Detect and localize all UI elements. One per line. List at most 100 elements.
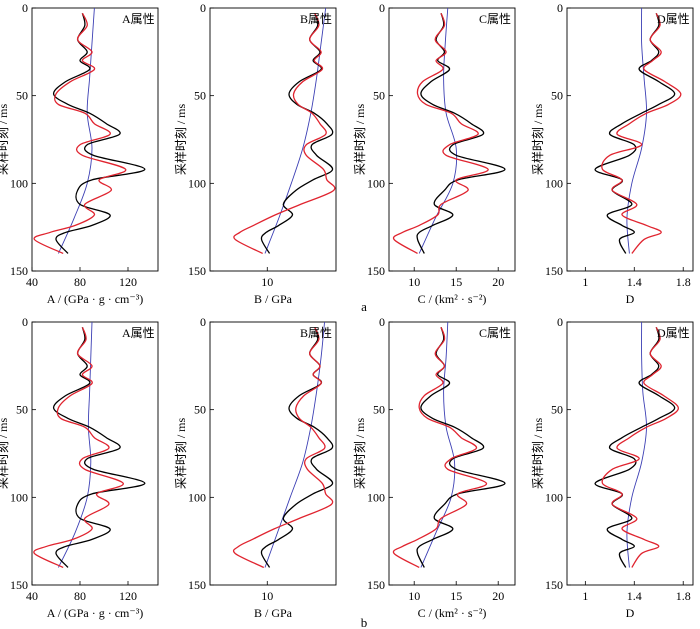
y-tick-label: 50 — [16, 89, 28, 103]
y-axis-label: 采样时刻 / ms — [352, 418, 367, 490]
y-tick-label: 150 — [545, 264, 563, 278]
panel-title: D属性 — [657, 12, 690, 26]
series-black-line — [260, 327, 334, 568]
y-axis-label: 采样时刻 / ms — [0, 418, 10, 490]
series-blue-line — [626, 8, 648, 254]
x-tick-label: 1 — [582, 589, 588, 603]
x-axis-label: B / GPa — [254, 606, 293, 620]
x-axis-label: A / (GPa · g · cm⁻³) — [47, 292, 144, 306]
series-black-line — [594, 13, 676, 254]
panel-title: B属性 — [300, 326, 332, 340]
series-red-line — [33, 12, 127, 255]
x-tick-label: 20 — [492, 275, 504, 289]
y-tick-label: 0 — [22, 1, 28, 15]
plot-frame — [31, 7, 159, 272]
x-tick-label: 10 — [261, 589, 273, 603]
panel-a-4: 0 50 100 150 1 1.4 1.8 D属性 D 采样时刻 / ms — [530, 1, 694, 306]
y-tick-label: 0 — [557, 315, 563, 329]
y-tick-label: 100 — [545, 176, 563, 190]
x-tick-label: 1.8 — [676, 589, 691, 603]
y-tick-label: 150 — [367, 578, 385, 592]
x-tick-label: 1 — [582, 275, 588, 289]
x-tick-label: 1.8 — [676, 275, 691, 289]
y-tick-label: 0 — [379, 315, 385, 329]
plot-frame — [388, 321, 516, 586]
y-axis-label: 采样时刻 / ms — [352, 104, 367, 176]
y-tick-label: 150 — [188, 578, 206, 592]
series-black-line — [260, 13, 334, 254]
y-tick-label: 100 — [367, 176, 385, 190]
x-tick-label: 10 — [261, 275, 273, 289]
series-red-line — [232, 327, 334, 569]
y-tick-label: 150 — [10, 578, 28, 592]
plot-frame — [31, 321, 159, 586]
y-axis-label: 采样时刻 / ms — [173, 104, 188, 176]
x-axis-label: D — [626, 606, 635, 620]
plot-frame — [209, 7, 337, 272]
x-tick-label: 40 — [26, 275, 38, 289]
y-tick-label: 150 — [545, 578, 563, 592]
plot-frame — [209, 321, 337, 586]
y-tick-label: 0 — [200, 315, 206, 329]
panel-a-3: 0 50 100 150 10 15 20 C属性 C / (km² · s⁻²) 采样时刻 / … — [352, 1, 516, 306]
x-tick-label: 1.4 — [627, 275, 642, 289]
y-tick-label: 50 — [551, 89, 563, 103]
y-tick-label: 100 — [10, 176, 28, 190]
y-tick-label: 50 — [373, 403, 385, 417]
y-tick-label: 150 — [10, 264, 28, 278]
y-tick-label: 0 — [200, 1, 206, 15]
y-tick-label: 0 — [379, 1, 385, 15]
row-label-b: b — [361, 615, 368, 629]
x-tick-label: 80 — [74, 275, 86, 289]
plot-frame — [566, 321, 694, 586]
x-axis-label: D — [626, 292, 635, 306]
x-tick-label: 10 — [408, 589, 420, 603]
series-blue-line — [57, 8, 95, 254]
x-axis-label: C / (km² · s⁻²) — [418, 606, 487, 620]
x-tick-label: 80 — [74, 589, 86, 603]
x-tick-label: 10 — [408, 275, 420, 289]
panel-b-3: 0 50 100 150 10 15 20 C属性 C / (km² · s⁻²) 采样时刻 / … — [352, 315, 516, 620]
series-black-line — [594, 327, 676, 568]
y-tick-label: 100 — [188, 490, 206, 504]
series-red-line — [233, 13, 336, 255]
y-tick-label: 50 — [194, 403, 206, 417]
panel-b-4: 0 50 100 150 1 1.4 1.8 D属性 D 采样时刻 / ms — [530, 315, 694, 620]
series-red-line — [601, 13, 682, 254]
panel-title: C属性 — [479, 326, 511, 340]
y-tick-label: 100 — [188, 176, 206, 190]
y-tick-label: 150 — [367, 264, 385, 278]
series-black-line — [416, 327, 506, 568]
panel-title: C属性 — [479, 12, 511, 26]
x-tick-label: 120 — [119, 589, 137, 603]
plot-frame — [566, 7, 694, 272]
y-tick-label: 0 — [22, 315, 28, 329]
panel-title: D属性 — [657, 326, 690, 340]
panel-a-2: 0 50 100 150 10 B属性 B / GPa 采样时刻 / ms — [173, 1, 337, 306]
x-axis-label: B / GPa — [254, 292, 293, 306]
x-tick-label: 15 — [450, 589, 462, 603]
series-blue-line — [57, 322, 93, 568]
x-tick-label: 1.4 — [627, 589, 642, 603]
row-label-a: a — [361, 299, 367, 314]
y-axis-label: 采样时刻 / ms — [173, 418, 188, 490]
series-red-line — [392, 13, 489, 255]
y-tick-label: 50 — [194, 89, 206, 103]
series-red-line — [601, 327, 679, 568]
x-axis-label: A / (GPa · g · cm⁻³) — [47, 606, 144, 620]
y-tick-label: 150 — [188, 264, 206, 278]
series-black-line — [52, 327, 146, 568]
plot-frame — [388, 7, 516, 272]
series-blue-line — [626, 322, 647, 568]
series-black-line — [52, 13, 146, 254]
x-tick-label: 20 — [492, 589, 504, 603]
y-tick-label: 100 — [10, 490, 28, 504]
y-tick-label: 50 — [551, 403, 563, 417]
series-blue-line — [420, 322, 456, 568]
y-axis-label: 采样时刻 / ms — [0, 104, 10, 176]
series-red-line — [392, 327, 488, 569]
y-tick-label: 100 — [545, 490, 563, 504]
